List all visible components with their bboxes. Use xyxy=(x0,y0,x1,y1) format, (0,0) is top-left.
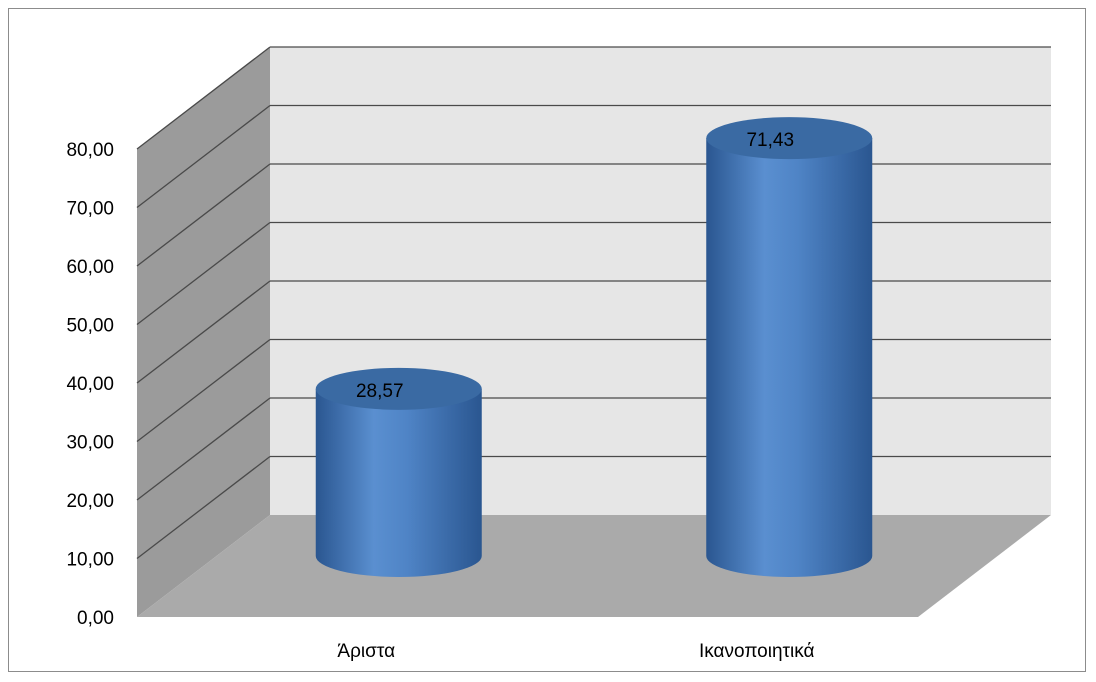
gridline-side xyxy=(136,280,271,384)
data-label: 71,43 xyxy=(746,130,794,151)
y-tick-label: 20,00 xyxy=(66,491,114,512)
gridline-side xyxy=(136,221,271,326)
x-category-label: Άριστα xyxy=(337,641,395,662)
bar-body xyxy=(706,138,873,577)
data-label: 28,57 xyxy=(356,381,404,402)
y-tick-label: 60,00 xyxy=(66,257,114,278)
gridline-side xyxy=(136,338,271,443)
gridline-side xyxy=(136,104,271,209)
y-tick-label: 40,00 xyxy=(66,374,114,395)
y-tick-label: 30,00 xyxy=(66,433,114,454)
bar-body xyxy=(315,388,482,577)
y-tick-label: 80,00 xyxy=(66,140,114,161)
x-axis-labels: Άριστα Ικανοποιητικά xyxy=(337,641,814,662)
gridline-side xyxy=(136,163,271,267)
bar: 28,57 xyxy=(315,367,482,577)
bar-top xyxy=(315,367,482,410)
y-tick-label: 10,00 xyxy=(66,550,114,571)
bar-top xyxy=(706,117,873,160)
bar: 71,43 xyxy=(706,117,873,577)
y-tick-label: 50,00 xyxy=(66,316,114,337)
gridlines xyxy=(136,46,1051,560)
y-tick-label: 70,00 xyxy=(66,199,114,220)
gridline-side xyxy=(136,46,271,150)
y-axis-ticks: 0,00 10,00 20,00 30,00 40,00 50,00 60,00 70,00 8… xyxy=(66,140,114,629)
y-tick-label: 0,00 xyxy=(77,608,114,629)
chart-walls xyxy=(137,47,1051,617)
gridline-side xyxy=(136,397,271,501)
x-category-label: Ικανοποιητικά xyxy=(699,641,815,662)
gridline-side xyxy=(136,455,271,560)
bars: 28,57 71,43 xyxy=(315,117,873,577)
floor xyxy=(137,515,1051,617)
